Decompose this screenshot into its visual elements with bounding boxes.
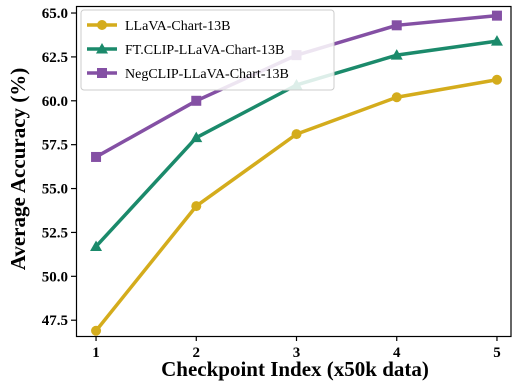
y-tick-label: 55.0 (42, 182, 68, 198)
y-axis-label: Average Accuracy (%) (6, 68, 30, 271)
legend-item: FT.CLIP-LLaVA-Chart-13B (87, 43, 284, 58)
legend-label: NegCLIP-LLaVA-Chart-13B (125, 67, 289, 82)
data-point (491, 10, 502, 21)
y-tick-label: 52.5 (42, 225, 68, 241)
y-tick-label: 47.5 (42, 313, 68, 329)
data-point (390, 49, 403, 60)
x-tick-label: 5 (493, 345, 501, 361)
data-point (491, 74, 502, 85)
series-layer (90, 10, 503, 336)
x-tick-label: 1 (92, 345, 100, 361)
legend-label: LLaVA-Chart-13B (125, 19, 231, 34)
x-axis: 1 2 3 4 5 (92, 336, 501, 361)
data-point (90, 240, 103, 251)
data-point (190, 131, 203, 143)
data-point (490, 35, 503, 46)
y-tick-label: 57.5 (42, 138, 68, 154)
x-tick-label: 3 (293, 345, 301, 361)
plot-area (75, 5, 512, 338)
legend: LLaVA-Chart-13B FT.CLIP-LLaVA-Chart-13B Ne… (80, 9, 335, 91)
legend-item: NegCLIP-LLaVA-Chart-13B (87, 67, 289, 82)
y-tick-label: 50.0 (42, 269, 68, 285)
y-tick-label: 65.0 (42, 6, 68, 22)
legend-item: LLaVA-Chart-13B (87, 19, 231, 34)
legend-marker (96, 43, 108, 54)
data-point (391, 92, 402, 103)
legend-marker (97, 68, 107, 78)
data-point (391, 20, 402, 31)
y-tick-label: 60.0 (42, 94, 68, 110)
data-point (91, 151, 102, 162)
y-axis: 47.5 50.0 52.5 55.0 57.5 60.0 62.5 65.0 (42, 6, 76, 329)
legend-label: FT.CLIP-LLaVA-Chart-13B (125, 43, 284, 58)
data-point (191, 95, 202, 106)
series-1 (91, 74, 502, 336)
x-axis-label: Checkpoint Index (x50k data) (161, 357, 429, 381)
y-tick-label: 62.5 (42, 50, 68, 66)
legend-box (80, 9, 335, 91)
x-tick-label: 2 (193, 345, 201, 361)
data-point (291, 129, 302, 140)
data-point (191, 201, 202, 212)
series-line (94, 77, 498, 332)
plot-frame (75, 5, 512, 338)
x-tick-label: 4 (393, 345, 401, 361)
data-point (91, 325, 102, 336)
legend-marker (97, 20, 107, 30)
